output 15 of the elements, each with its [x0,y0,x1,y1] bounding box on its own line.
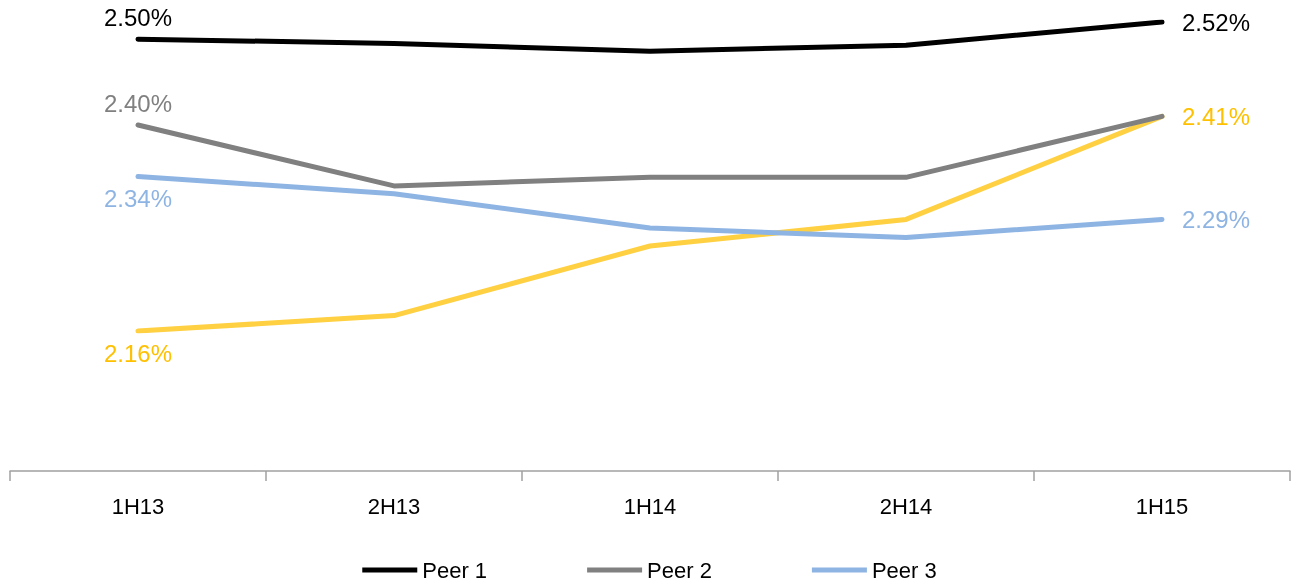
x-tick-label: 1H15 [1135,493,1189,519]
data-label: 2.29% [1182,205,1251,233]
x-tick-label: 1H14 [623,493,677,519]
data-label: 2.16% [103,339,173,367]
data-label: 2.41% [1182,102,1251,130]
data-label: 2.52% [1182,8,1251,36]
legend-label: Peer 3 [871,557,937,583]
x-tick-label: 2H14 [879,493,933,519]
data-label: 2.34% [103,185,173,212]
x-tick-label: 1H13 [111,493,165,519]
x-tick-label: 2H13 [367,493,421,519]
legend-label: Peer 2 [647,557,712,583]
legend-label: Peer 1 [422,557,488,583]
data-label: 2.40% [103,89,173,117]
data-label: 2.50% [103,3,173,31]
